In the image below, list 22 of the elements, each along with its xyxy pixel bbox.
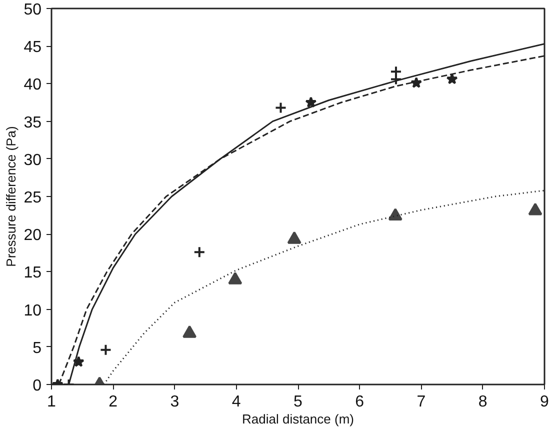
y-tick-label: 0 — [32, 378, 42, 394]
x-tick-label: 1 — [47, 394, 56, 410]
y-tick-label: 40 — [24, 76, 42, 94]
y-tick-label: 25 — [24, 190, 42, 206]
y-axis-title: Pressure difference (Pa) — [4, 126, 19, 267]
x-tick-label: 4 — [232, 394, 241, 410]
x-tick-label: 2 — [108, 394, 118, 410]
x-tick-label: 8 — [478, 394, 488, 410]
x-axis-title: Radial distance (m) — [242, 412, 354, 426]
y-tick-label: 45 — [24, 39, 42, 56]
x-tick-label: 9 — [540, 394, 550, 410]
x-tick-label: 6 — [355, 394, 364, 410]
y-tick-label: 35 — [24, 114, 42, 132]
y-tick-label: 50 — [24, 2, 42, 18]
y-tick-label: 5 — [32, 340, 42, 357]
x-tick-label: 7 — [416, 394, 426, 410]
y-tick-label: 15 — [24, 264, 42, 282]
y-tick-label: 20 — [24, 227, 42, 244]
y-tick-label: 10 — [24, 302, 42, 320]
x-tick-label: 5 — [294, 394, 303, 410]
y-tick-label: 30 — [24, 152, 42, 169]
x-tick-label: 3 — [170, 394, 180, 410]
